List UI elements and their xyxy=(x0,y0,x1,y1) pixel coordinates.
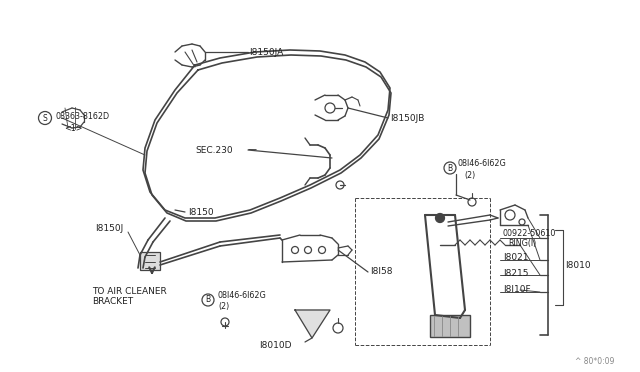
Text: S: S xyxy=(43,113,47,122)
Text: 08363-8162D: 08363-8162D xyxy=(55,112,109,121)
Text: I8215: I8215 xyxy=(503,269,529,278)
Text: I8I58: I8I58 xyxy=(370,267,392,276)
Text: I8010D: I8010D xyxy=(259,340,291,350)
Text: TO AIR CLEANER: TO AIR CLEANER xyxy=(92,288,167,296)
Text: ^ 80*0:09: ^ 80*0:09 xyxy=(575,357,614,366)
Text: RING(I): RING(I) xyxy=(508,238,536,247)
Bar xyxy=(430,315,470,337)
Text: I8021: I8021 xyxy=(503,253,529,263)
Text: (2): (2) xyxy=(464,170,476,180)
Text: SEC.230: SEC.230 xyxy=(195,145,232,154)
Text: I8150: I8150 xyxy=(188,208,214,217)
Polygon shape xyxy=(295,310,330,338)
Text: <1>: <1> xyxy=(64,124,83,132)
Text: 08I46-6I62G: 08I46-6I62G xyxy=(458,158,507,167)
Text: I8I10F: I8I10F xyxy=(503,285,531,295)
Text: BRACKET: BRACKET xyxy=(92,298,133,307)
Text: I8150J: I8150J xyxy=(95,224,124,232)
Text: B: B xyxy=(205,295,211,305)
Text: B: B xyxy=(447,164,452,173)
Text: I8010: I8010 xyxy=(565,260,591,269)
Text: —: — xyxy=(248,145,257,154)
Circle shape xyxy=(435,214,445,222)
Text: (2): (2) xyxy=(218,302,229,311)
Text: I8150JB: I8150JB xyxy=(390,113,424,122)
Text: I8150JA: I8150JA xyxy=(249,48,284,57)
Text: 08I46-6I62G: 08I46-6I62G xyxy=(218,291,267,299)
Bar xyxy=(140,252,160,270)
Text: 00922-50610: 00922-50610 xyxy=(503,228,556,237)
